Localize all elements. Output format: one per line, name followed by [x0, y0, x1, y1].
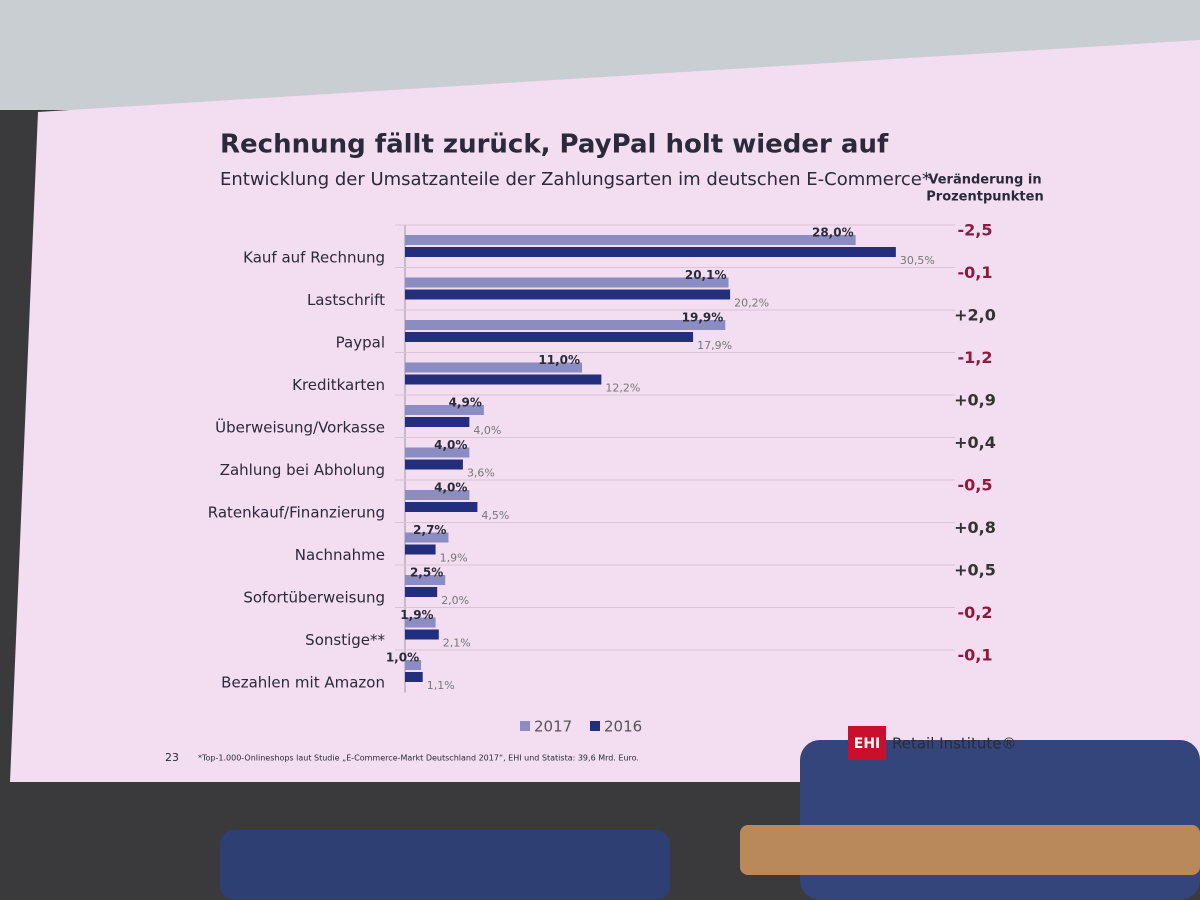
value-label: 1,1% [427, 679, 455, 692]
value-label: 20,1% [685, 268, 727, 282]
value-label: 4,0% [434, 438, 467, 452]
category-label: Sofortüberweisung [243, 589, 385, 607]
bar [405, 277, 729, 288]
change-value: +0,5 [954, 561, 996, 580]
legend-swatch [590, 721, 600, 731]
change-header: Veränderung in [928, 173, 1041, 188]
bar [405, 447, 470, 458]
legend-label: 2016 [604, 718, 642, 736]
legend-label: 2017 [534, 718, 572, 736]
category-label: Sonstige** [305, 631, 385, 649]
change-value: -0,5 [958, 476, 993, 495]
change-value: -0,2 [958, 603, 993, 622]
bar [405, 247, 896, 257]
change-value: +0,4 [954, 433, 996, 452]
bar [405, 362, 583, 373]
bar [405, 587, 438, 597]
value-label: 1,0% [386, 651, 419, 665]
value-label: 11,0% [538, 353, 580, 367]
bar [405, 660, 422, 670]
table-edge [740, 825, 1200, 875]
logo-mark: EHI [854, 736, 881, 752]
value-label: 20,2% [734, 297, 769, 310]
chair [220, 830, 670, 900]
bar [405, 672, 423, 682]
change-header: Prozentpunkten [926, 190, 1043, 205]
value-label: 2,1% [443, 637, 471, 650]
change-value: +0,9 [954, 391, 996, 410]
value-label: 17,9% [697, 339, 732, 352]
value-label: 4,5% [481, 509, 509, 522]
bar [405, 374, 602, 385]
change-value: -0,1 [958, 263, 993, 282]
category-label: Lastschrift [307, 291, 385, 309]
change-value: -0,1 [958, 646, 993, 665]
change-value: +2,0 [954, 306, 996, 325]
page-number: 23 [165, 751, 179, 764]
value-label: 28,0% [812, 226, 854, 240]
bar [405, 320, 726, 330]
category-label: Kauf auf Rechnung [243, 249, 385, 267]
change-value: -2,5 [958, 221, 993, 240]
category-label: Paypal [336, 334, 385, 352]
value-label: 2,0% [441, 594, 469, 607]
bar [405, 629, 439, 640]
value-label: 12,2% [605, 382, 640, 395]
change-value: +0,8 [954, 518, 996, 537]
logo-text: Retail Institute® [892, 735, 1016, 753]
chart-title: Rechnung fällt zurück, PayPal holt wiede… [220, 130, 889, 160]
value-label: 30,5% [900, 254, 935, 267]
value-label: 4,0% [434, 481, 467, 495]
bar [405, 544, 436, 555]
footnote: *Top-1.000-Onlineshops laut Studie „E-Co… [198, 754, 639, 763]
chart-subtitle: Entwicklung der Umsatzanteile der Zahlun… [220, 169, 931, 190]
value-label: 4,0% [473, 424, 501, 437]
value-label: 19,9% [682, 311, 724, 325]
category-label: Nachnahme [295, 546, 385, 564]
category-label: Bezahlen mit Amazon [221, 674, 385, 692]
value-label: 1,9% [400, 608, 433, 622]
bar [405, 459, 463, 470]
bar [405, 405, 484, 415]
category-label: Kreditkarten [292, 376, 385, 394]
category-label: Überweisung/Vorkasse [215, 418, 385, 437]
bar [405, 289, 731, 300]
bar [405, 332, 694, 342]
value-label: 2,5% [410, 566, 443, 580]
bar [405, 417, 470, 427]
value-label: 1,9% [440, 552, 468, 565]
bar [405, 235, 856, 245]
logo-box [848, 726, 886, 760]
value-label: 2,7% [413, 523, 446, 537]
bar [405, 575, 446, 585]
value-label: 4,9% [449, 396, 482, 410]
bar [405, 490, 470, 500]
bar [405, 532, 449, 543]
legend-swatch [520, 721, 530, 731]
category-label: Zahlung bei Abholung [220, 461, 385, 479]
category-label: Ratenkauf/Finanzierung [208, 504, 385, 522]
bar [405, 617, 436, 628]
bar [405, 502, 478, 512]
value-label: 3,6% [467, 467, 495, 480]
chair [800, 740, 1200, 900]
change-value: -1,2 [958, 348, 993, 367]
